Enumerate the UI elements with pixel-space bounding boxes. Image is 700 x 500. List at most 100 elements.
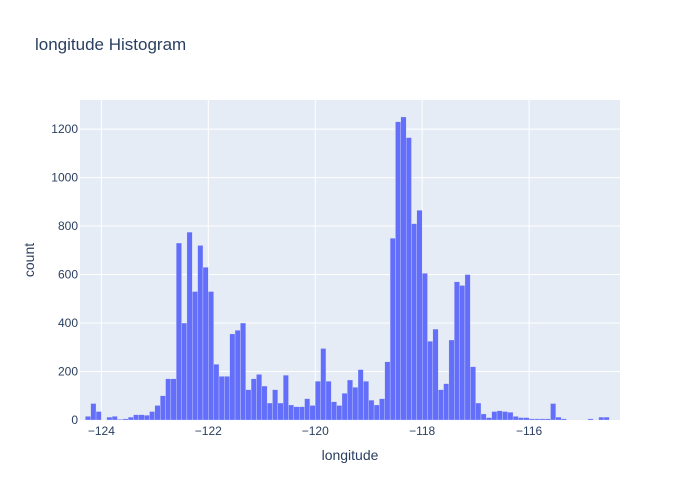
histogram-bar bbox=[341, 393, 348, 421]
histogram-bar bbox=[133, 414, 139, 421]
histogram-bar bbox=[234, 330, 241, 421]
histogram-bar bbox=[95, 411, 102, 421]
histogram-bar bbox=[459, 285, 466, 421]
histogram-bar bbox=[512, 416, 519, 421]
histogram-bar bbox=[256, 374, 262, 421]
x-tick-label: −120 bbox=[302, 424, 329, 438]
histogram-bar bbox=[502, 411, 508, 421]
x-tick-label: −118 bbox=[409, 424, 435, 438]
histogram-bar bbox=[250, 378, 257, 421]
histogram-bar bbox=[272, 389, 278, 421]
histogram-bar bbox=[352, 387, 359, 421]
histogram-bar bbox=[491, 411, 498, 421]
histogram-bar bbox=[443, 383, 450, 421]
x-tick-label: −122 bbox=[195, 424, 222, 438]
histogram-bar bbox=[277, 402, 284, 421]
histogram-bar bbox=[288, 404, 295, 421]
histogram-bar bbox=[213, 364, 220, 421]
histogram-bar bbox=[299, 406, 305, 421]
histogram-bar bbox=[170, 378, 177, 421]
histogram-bar bbox=[400, 116, 407, 421]
histogram-bar bbox=[464, 274, 471, 421]
histogram-bar bbox=[368, 399, 375, 421]
histogram-bar bbox=[192, 291, 198, 421]
histogram-bar bbox=[165, 378, 172, 421]
histogram-bar bbox=[486, 417, 492, 421]
histogram-bar bbox=[176, 242, 182, 421]
histogram-bar bbox=[266, 402, 273, 421]
histogram-bar bbox=[224, 376, 230, 421]
histogram-bar bbox=[550, 403, 556, 421]
histogram-bar bbox=[603, 416, 610, 421]
histogram-bar bbox=[186, 231, 193, 421]
histogram-bar bbox=[331, 401, 337, 421]
histogram-bar bbox=[555, 416, 562, 421]
y-tick-label: 600 bbox=[58, 268, 78, 282]
histogram-bar bbox=[85, 416, 91, 421]
histogram-bar bbox=[138, 414, 145, 421]
histogram-bar bbox=[106, 416, 113, 421]
histogram-bar bbox=[379, 398, 385, 421]
chart-title: longitude Histogram bbox=[35, 35, 186, 54]
histogram-bar bbox=[117, 419, 123, 421]
histogram-bar bbox=[181, 322, 188, 421]
histogram-bar bbox=[304, 398, 311, 421]
histogram-bar bbox=[411, 223, 417, 421]
histogram-bar bbox=[438, 389, 444, 421]
histogram-bar bbox=[357, 369, 364, 421]
histogram-bar bbox=[373, 404, 380, 421]
histogram-bar bbox=[90, 403, 97, 421]
histogram-bar bbox=[544, 418, 551, 421]
histogram-bar bbox=[416, 210, 423, 421]
histogram-bar bbox=[245, 389, 252, 421]
histogram-bar bbox=[336, 405, 343, 421]
histogram-bar bbox=[122, 418, 129, 421]
histogram-bar bbox=[240, 322, 246, 421]
y-tick-label: 1000 bbox=[51, 171, 78, 185]
histogram-bar bbox=[480, 413, 487, 421]
y-tick-label: 0 bbox=[71, 413, 78, 427]
y-tick-label: 800 bbox=[58, 219, 78, 233]
histogram-bar bbox=[127, 416, 134, 421]
histogram-bar bbox=[315, 381, 321, 421]
y-axis-ticks: 0 200 400 600 800 1000 1200 bbox=[51, 122, 78, 427]
histogram-bar bbox=[496, 410, 503, 421]
histogram-bar bbox=[149, 411, 156, 421]
histogram-bar bbox=[539, 418, 546, 421]
histogram-bar bbox=[405, 137, 412, 421]
histogram-bar bbox=[202, 267, 209, 421]
histogram-bar bbox=[518, 417, 524, 421]
histogram-bar bbox=[160, 395, 166, 421]
y-axis-label: count bbox=[21, 243, 37, 277]
x-axis-ticks: −124 −122 −120 −118 −116 bbox=[88, 424, 543, 438]
x-tick-label: −124 bbox=[88, 424, 115, 438]
histogram-bar bbox=[293, 406, 300, 421]
histogram-bar bbox=[389, 238, 396, 421]
histogram-bar bbox=[470, 366, 476, 421]
histogram-bar bbox=[144, 415, 150, 421]
y-tick-label: 400 bbox=[58, 316, 78, 330]
histogram-bar bbox=[427, 341, 434, 421]
histogram-bar bbox=[507, 412, 514, 421]
histogram-bar bbox=[528, 418, 535, 421]
histogram-bar bbox=[598, 416, 605, 421]
histogram-bar bbox=[309, 405, 316, 421]
histogram-bar bbox=[154, 405, 161, 421]
y-tick-label: 1200 bbox=[51, 122, 78, 136]
histogram-bar bbox=[454, 281, 460, 421]
histogram-bar bbox=[395, 121, 401, 421]
histogram-bar bbox=[432, 328, 439, 421]
bars bbox=[85, 116, 610, 421]
histogram-bar bbox=[534, 418, 540, 421]
histogram-bar bbox=[523, 417, 530, 421]
x-tick-label: −116 bbox=[516, 424, 542, 438]
histogram-bar bbox=[475, 402, 482, 421]
histogram-bar bbox=[587, 418, 594, 421]
histogram-bar bbox=[197, 245, 204, 421]
histogram-bar bbox=[229, 333, 236, 421]
histogram-bar bbox=[363, 381, 369, 421]
histogram-bar bbox=[422, 273, 428, 421]
y-tick-label: 200 bbox=[58, 365, 78, 379]
histogram-bar bbox=[448, 339, 455, 421]
